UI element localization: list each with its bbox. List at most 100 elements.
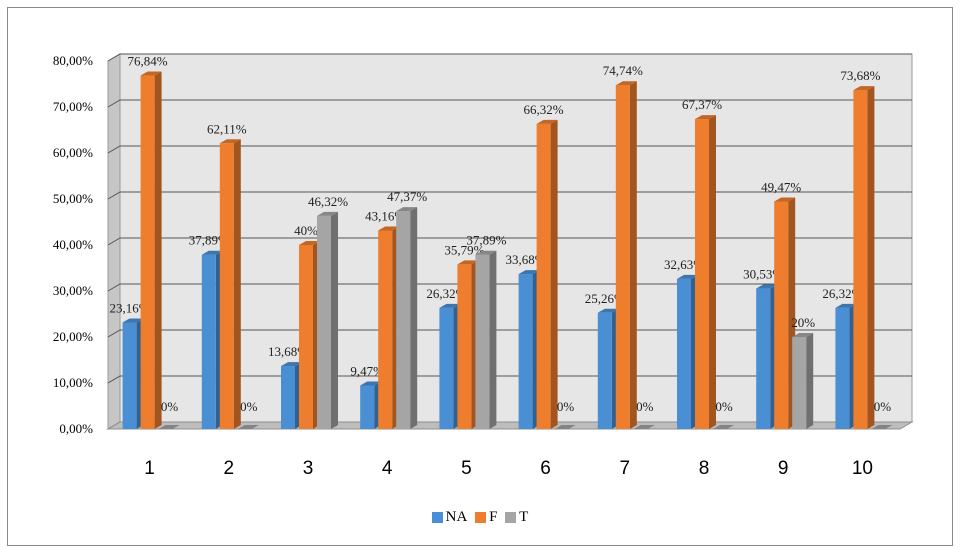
bar-top — [281, 362, 302, 367]
data-label: 47,37% — [387, 189, 427, 204]
bar — [792, 337, 807, 429]
bar — [615, 85, 630, 430]
bar-top — [396, 207, 418, 212]
bar — [439, 307, 454, 429]
legend-label-f: F — [489, 509, 498, 525]
bar-top — [597, 308, 619, 313]
bar-top — [299, 241, 320, 245]
y-tick-label: 30,00% — [53, 283, 93, 298]
bar-side — [709, 115, 716, 430]
bar-flat — [158, 425, 180, 429]
bar-top — [774, 197, 796, 202]
bar-top — [360, 381, 382, 386]
x-tick-label: 9 — [778, 458, 789, 479]
bar-top — [475, 250, 497, 255]
bar-top — [518, 270, 540, 275]
bar — [122, 322, 137, 429]
x-tick-label: 2 — [224, 458, 235, 479]
data-label: 0% — [715, 399, 733, 414]
data-label: 73,68% — [840, 68, 880, 83]
legend-swatch-na — [431, 512, 443, 523]
legend-swatch-t — [505, 512, 517, 523]
y-tick-label: 80,00% — [53, 53, 93, 68]
y-tick-label: 50,00% — [53, 191, 93, 206]
bar — [853, 90, 868, 430]
bar — [475, 254, 490, 429]
bar — [396, 211, 411, 429]
bar-top — [536, 119, 558, 124]
data-label: 67,37% — [682, 97, 722, 112]
data-label: 0% — [161, 399, 179, 414]
x-tick-label: 7 — [620, 458, 631, 479]
data-label: 0% — [557, 399, 575, 414]
legend-item-f: F — [475, 509, 497, 526]
bar-top — [677, 274, 698, 279]
legend-swatch-f — [475, 512, 487, 523]
data-label: 0% — [240, 399, 258, 414]
bar — [835, 307, 850, 429]
bar — [597, 312, 612, 429]
data-label: 43,16% — [365, 208, 405, 223]
bar — [360, 385, 375, 429]
x-tick-label: 6 — [540, 458, 551, 479]
bar-side — [550, 119, 558, 429]
data-label: 32,63% — [664, 257, 704, 272]
x-tick-label: 1 — [144, 458, 155, 479]
bar-top — [792, 333, 814, 337]
bar — [140, 75, 155, 429]
gridline — [107, 53, 912, 62]
gridline — [107, 99, 912, 108]
bar-flat — [633, 425, 655, 429]
legend-label-na: NA — [445, 509, 468, 525]
bar-flat — [713, 425, 734, 429]
bar-flat — [554, 425, 576, 429]
bar-top — [695, 115, 716, 120]
data-label: 46,32% — [308, 194, 348, 209]
bar-top — [219, 139, 241, 144]
legend-item-t: T — [505, 509, 528, 526]
bar-top — [457, 260, 479, 265]
data-label: 35,79% — [444, 242, 484, 257]
bar-side — [154, 71, 162, 429]
data-label: 33,68% — [506, 252, 546, 267]
data-label: 62,11% — [207, 121, 247, 136]
data-label: 49,47% — [761, 179, 801, 194]
bar — [378, 230, 393, 429]
x-tick-label: 10 — [852, 458, 873, 479]
x-tick-label: 3 — [303, 458, 314, 479]
bar-top — [317, 211, 338, 216]
bar — [219, 143, 234, 429]
bar — [281, 366, 295, 429]
gridline — [107, 145, 912, 154]
gridline — [107, 329, 912, 338]
bar — [299, 245, 313, 429]
legend-label-t: T — [519, 509, 529, 525]
legend-item-na: NA — [431, 509, 468, 526]
x-tick-label: 4 — [382, 458, 393, 479]
bar — [695, 119, 709, 430]
bar-side — [233, 139, 241, 429]
y-tick-label: 20,00% — [53, 329, 93, 344]
data-label: 20% — [791, 315, 815, 330]
bar-top — [615, 81, 637, 86]
bar-top — [756, 284, 778, 289]
data-label: 0% — [874, 399, 892, 414]
bar-flat — [871, 425, 893, 429]
bar — [201, 254, 216, 429]
y-tick-label: 60,00% — [53, 145, 93, 160]
bar-top — [835, 303, 857, 308]
bar-side — [867, 86, 875, 430]
data-label: 26,32% — [426, 286, 466, 301]
data-label: 25,26% — [585, 291, 625, 306]
bar-side — [410, 207, 418, 429]
data-label: 26,32% — [822, 286, 862, 301]
bar-top — [378, 226, 400, 231]
bar-top — [201, 250, 223, 255]
bar-top — [439, 303, 461, 308]
data-label: 23,16% — [110, 300, 150, 315]
y-tick-label: 40,00% — [53, 237, 93, 252]
y-tick-label: 0,00% — [59, 421, 93, 436]
x-tick-label: 8 — [699, 458, 710, 479]
bar — [756, 288, 771, 429]
